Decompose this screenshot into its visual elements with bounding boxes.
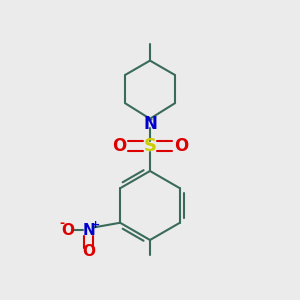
Text: S: S xyxy=(143,137,157,155)
Text: O: O xyxy=(174,137,188,155)
Text: O: O xyxy=(61,223,74,238)
Text: O: O xyxy=(112,137,126,155)
Text: O: O xyxy=(82,244,95,260)
Text: -: - xyxy=(59,217,64,230)
Text: N: N xyxy=(82,223,95,238)
Text: +: + xyxy=(91,220,100,230)
Text: N: N xyxy=(143,115,157,133)
